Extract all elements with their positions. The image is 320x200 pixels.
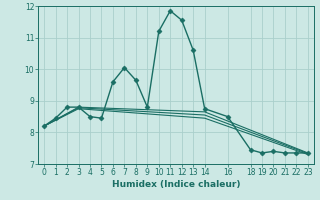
X-axis label: Humidex (Indice chaleur): Humidex (Indice chaleur) <box>112 180 240 189</box>
